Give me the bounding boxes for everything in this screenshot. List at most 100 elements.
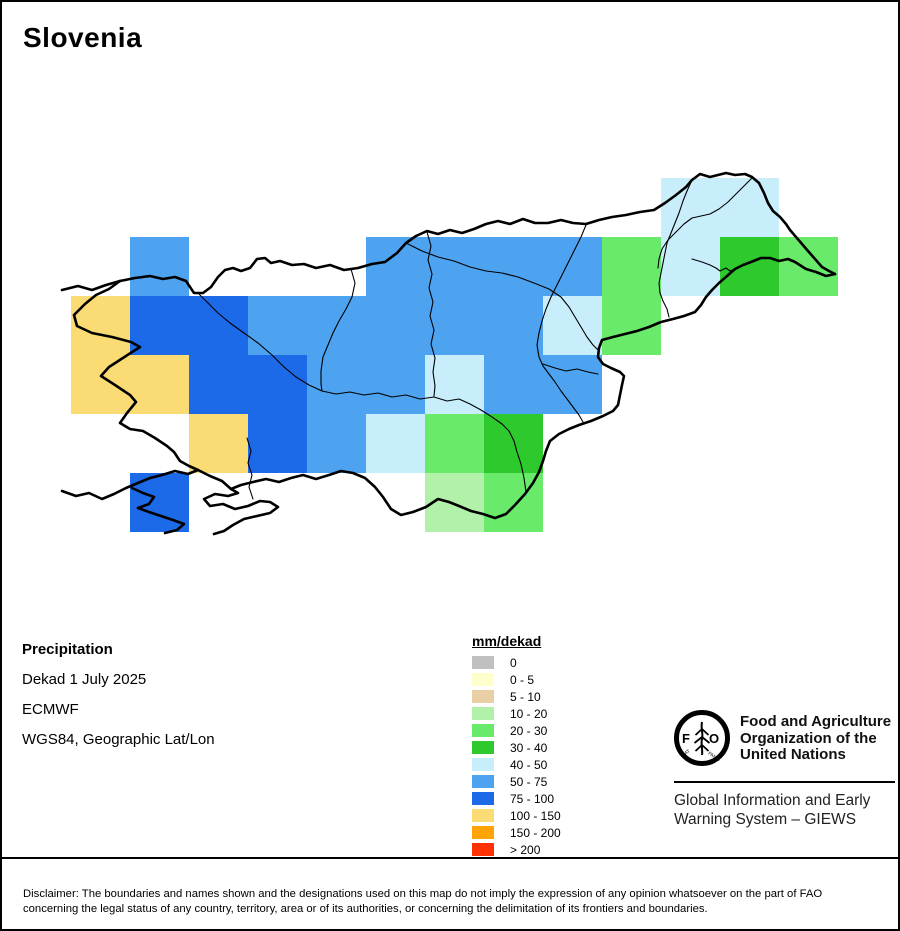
map-cell xyxy=(484,414,543,473)
map-cell xyxy=(425,414,484,473)
legend-title: mm/dekad xyxy=(472,633,542,649)
map-cell xyxy=(130,473,189,532)
map-cell xyxy=(661,237,720,296)
map-cell xyxy=(366,296,425,355)
legend-label: 20 - 30 xyxy=(510,723,548,738)
legend-entry: 5 - 10 xyxy=(472,688,561,705)
map-cell xyxy=(248,414,307,473)
legend-swatch xyxy=(472,843,494,856)
map-cell xyxy=(543,237,602,296)
map-cell xyxy=(543,296,602,355)
map-cell xyxy=(425,296,484,355)
legend-entry: 0 xyxy=(472,654,561,671)
legend-label: 30 - 40 xyxy=(510,740,548,755)
map-cell xyxy=(366,414,425,473)
legend: mm/dekad 0 0 - 5 5 - 10 10 - 20 20 - 30 30 - … xyxy=(472,633,561,858)
map-cell xyxy=(484,473,543,532)
disclaimer-line: Disclaimer: The boundaries and names sho… xyxy=(23,888,823,900)
legend-swatch xyxy=(472,809,494,822)
legend-label: 150 - 200 xyxy=(510,825,561,840)
legend-swatch xyxy=(472,741,494,754)
legend-swatch xyxy=(472,792,494,805)
legend-swatch xyxy=(472,707,494,720)
map-cell xyxy=(71,296,130,355)
fao-name-line: Food and Agriculture xyxy=(740,713,892,730)
fao-name-line: United Nations xyxy=(740,746,846,763)
legend-label: 10 - 20 xyxy=(510,706,548,721)
fao-logo-icon: F O FIAT PANIS xyxy=(674,710,730,766)
legend-label: 5 - 10 xyxy=(510,689,541,704)
legend-entry: 100 - 150 xyxy=(472,807,561,824)
map-cell xyxy=(130,355,189,414)
map-cell xyxy=(425,355,484,414)
legend-label: 100 - 150 xyxy=(510,808,561,823)
info-source: ECMWF xyxy=(22,701,79,718)
map-cell xyxy=(602,237,661,296)
map-cell xyxy=(189,296,248,355)
legend-label: 40 - 50 xyxy=(510,757,548,772)
map-cell xyxy=(484,237,543,296)
map-cell xyxy=(248,296,307,355)
legend-entry: > 200 xyxy=(472,841,561,858)
map-cell xyxy=(307,414,366,473)
disclaimer-text: Disclaimer: The boundaries and names sho… xyxy=(23,887,888,917)
fao-letter-o: O xyxy=(709,731,719,746)
map-cell xyxy=(248,355,307,414)
map-cell xyxy=(366,355,425,414)
map-cell xyxy=(425,473,484,532)
fao-motto-panis: PANIS xyxy=(707,751,721,763)
legend-label: > 200 xyxy=(510,842,541,857)
legend-label: 0 xyxy=(510,655,517,670)
info-projection: WGS84, Geographic Lat/Lon xyxy=(22,731,215,748)
map-cell xyxy=(661,178,720,237)
legend-entry: 30 - 40 xyxy=(472,739,561,756)
giews-name-line: Warning System – GIEWS xyxy=(674,810,857,828)
map-cell xyxy=(307,355,366,414)
fao-motto-fiat: FIAT xyxy=(680,748,691,758)
map-cell xyxy=(484,355,543,414)
legend-swatch xyxy=(472,826,494,839)
map-cell xyxy=(130,296,189,355)
map-cell xyxy=(189,414,248,473)
legend-entry: 40 - 50 xyxy=(472,756,561,773)
map-cell xyxy=(366,237,425,296)
map-cell xyxy=(425,237,484,296)
disclaimer-line: concerning the legal status of any count… xyxy=(23,903,708,915)
legend-label: 0 - 5 xyxy=(510,672,535,687)
legend-entries: 0 0 - 5 5 - 10 10 - 20 20 - 30 30 - 40 40 - 50… xyxy=(472,654,561,858)
map-cell xyxy=(543,355,602,414)
map-cell xyxy=(189,355,248,414)
page-title: Slovenia xyxy=(23,22,143,53)
disclaimer-divider xyxy=(2,857,898,859)
fao-letter-f: F xyxy=(682,731,690,746)
legend-entry: 20 - 30 xyxy=(472,722,561,739)
map-cell xyxy=(484,296,543,355)
legend-swatch xyxy=(472,656,494,669)
map-cell xyxy=(720,178,779,237)
legend-swatch xyxy=(472,724,494,737)
legend-swatch xyxy=(472,690,494,703)
map-cell xyxy=(602,296,661,355)
legend-label: 75 - 100 xyxy=(510,791,555,806)
map-info: Precipitation Dekad 1 July 2025 ECMWF WG… xyxy=(22,635,215,755)
map-cell xyxy=(71,355,130,414)
legend-swatch xyxy=(472,758,494,771)
legend-swatch xyxy=(472,775,494,788)
giews-system-name: Global Information and Early Warning Syst… xyxy=(674,792,870,829)
map-cell xyxy=(307,296,366,355)
legend-swatch xyxy=(472,673,494,686)
giews-name-line: Global Information and Early xyxy=(674,792,871,809)
info-variable: Precipitation xyxy=(22,641,113,658)
fao-name-line: Organization of the xyxy=(740,729,877,747)
legend-entry: 150 - 200 xyxy=(472,824,561,841)
legend-entry: 0 - 5 xyxy=(472,671,561,688)
legend-entry: 50 - 75 xyxy=(472,773,561,790)
legend-entry: 10 - 20 xyxy=(472,705,561,722)
map-cell xyxy=(130,237,189,296)
info-period: Dekad 1 July 2025 xyxy=(22,671,147,688)
map-cell xyxy=(720,237,779,296)
legend-entry: 75 - 100 xyxy=(472,790,561,807)
fao-organization-name: Food and Agriculture Organization of the U… xyxy=(740,713,892,764)
legend-label: 50 - 75 xyxy=(510,774,548,789)
